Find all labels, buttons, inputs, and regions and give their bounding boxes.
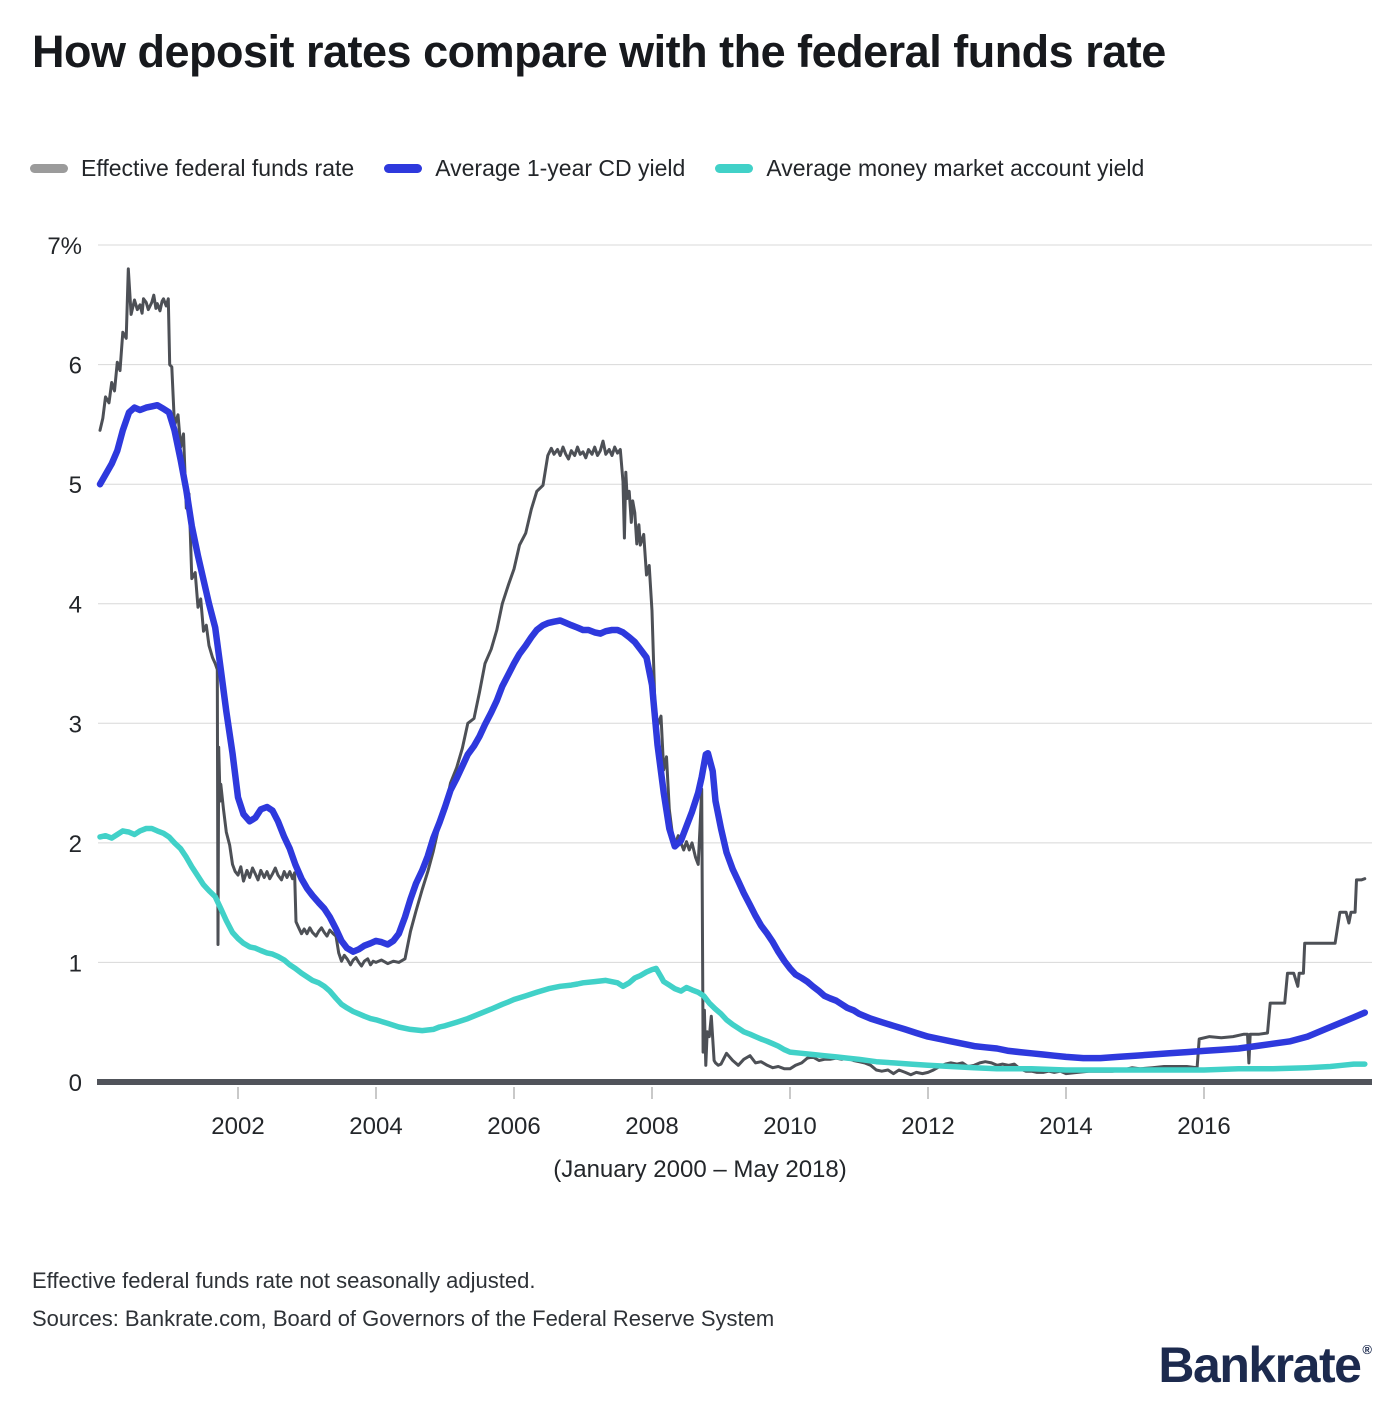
legend-label: Average 1-year CD yield [435,155,686,181]
y-tick-label: 5 [69,472,82,499]
footnotes: Effective federal funds rate not seasona… [32,1262,774,1338]
x-tick-label: 2002 [211,1113,264,1140]
page-title: How deposit rates compare with the feder… [32,26,1166,77]
y-tick-label: 6 [69,353,82,380]
legend-item-federal-funds-rate: Effective federal funds rate [30,155,354,182]
legend-label: Average money market account yield [766,155,1145,181]
x-tick-label: 2014 [1039,1113,1092,1140]
x-tick-label: 2016 [1177,1113,1230,1140]
y-tick-label: 3 [69,711,82,738]
series-line-federal-funds-rate [98,267,1367,1077]
y-tick-label: 0 [69,1070,82,1097]
legend-label: Effective federal funds rate [81,155,355,181]
y-tick-label: 4 [69,592,82,619]
series-line-cd-yield [96,401,1369,1062]
registered-mark: ® [1362,1342,1372,1357]
legend-swatch [384,164,423,173]
x-tick-label: 2012 [901,1113,954,1140]
y-tick-label: 7% [47,233,82,260]
x-tick-label: 2008 [625,1113,678,1140]
y-tick-label: 1 [69,950,82,977]
bankrate-logo: Bankrate ® [1158,1336,1372,1394]
x-axis-caption: (January 2000 – May 2018) [553,1156,847,1183]
series-line-mma-yield [97,825,1368,1073]
legend: Effective federal funds rate Average 1-y… [30,155,1144,182]
x-tick-label: 2010 [763,1113,816,1140]
legend-swatch [30,164,68,173]
footnote-line-1: Effective federal funds rate not seasona… [32,1268,536,1293]
x-tick-label: 2004 [349,1113,402,1140]
y-tick-label: 2 [69,831,82,858]
bankrate-logo-text: Bankrate [1158,1337,1362,1393]
legend-swatch [715,164,754,173]
footnote-line-2: Sources: Bankrate.com, Board of Governor… [32,1306,775,1331]
legend-item-mma-yield: Average money market account yield [715,155,1144,182]
x-tick-label: 2006 [487,1113,540,1140]
legend-item-cd-yield: Average 1-year CD yield [384,155,685,182]
